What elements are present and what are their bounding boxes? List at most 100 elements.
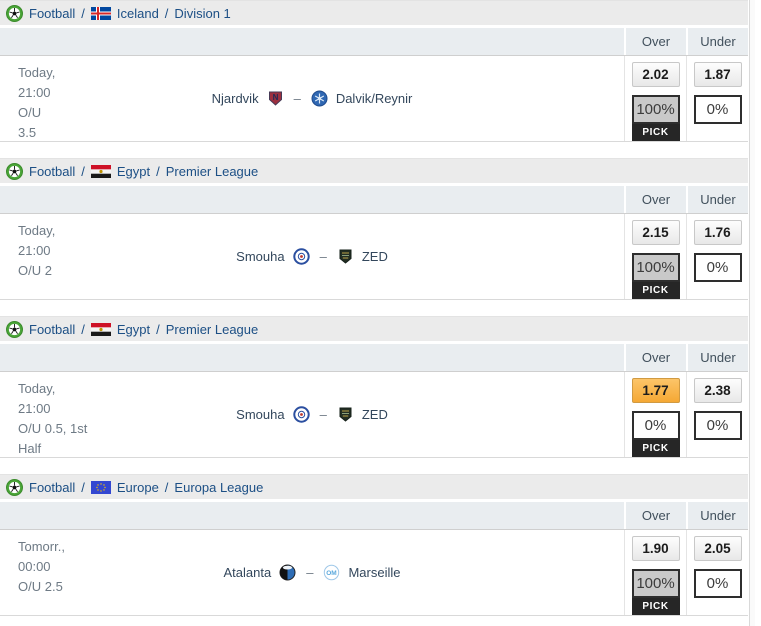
under-odd-button[interactable]: 2.05: [693, 536, 742, 561]
under-odd-button[interactable]: 1.87: [693, 62, 742, 87]
pick-tag: PICK: [631, 598, 680, 615]
breadcrumb-league[interactable]: Division 1: [174, 5, 231, 21]
over-odd-button[interactable]: 1.77: [631, 378, 680, 403]
match-info: Today, 21:00 O/U 2: [18, 221, 88, 281]
match-row: Today, 21:00 O/U 0.5, 1st Half Smouha – …: [0, 372, 748, 458]
vs-dash: –: [319, 407, 327, 422]
over-column-header: Over: [624, 186, 686, 213]
smouha-crest: [292, 248, 310, 265]
odds-header-row: Over Under: [0, 186, 748, 214]
breadcrumb-country[interactable]: Europe: [116, 479, 159, 495]
breadcrumb-league[interactable]: Premier League: [165, 163, 259, 179]
over-cell: 2.02 100% PICK: [624, 56, 686, 141]
under-column-header: Under: [686, 28, 748, 55]
breadcrumb-country[interactable]: Egypt: [116, 163, 151, 179]
breadcrumb-separator: /: [156, 163, 160, 179]
over-pick-percent[interactable]: 100%: [631, 95, 680, 124]
under-cell: 2.38 0%: [686, 372, 748, 457]
egypt-flag: [90, 322, 111, 336]
football-icon: [6, 478, 23, 496]
odds-header-row: Over Under: [0, 344, 748, 372]
away-team-name: Dalvik/Reynir: [335, 91, 413, 106]
match-market: Half: [18, 441, 42, 456]
teams[interactable]: Njardvik – Dalvik/Reynir: [212, 90, 413, 107]
over-pick-percent[interactable]: 100%: [631, 253, 680, 282]
odds-table: Over Under Today, 21:00 O/U 3.5 Njardvik…: [0, 28, 748, 142]
zed-crest: [337, 406, 354, 423]
match-market: O/U: [18, 105, 42, 120]
football-icon: [6, 162, 23, 180]
over-cell: 1.90 100% PICK: [624, 530, 686, 615]
breadcrumb-sport[interactable]: Football: [29, 5, 76, 21]
over-odd-button[interactable]: 2.02: [631, 62, 680, 87]
odds-table: Over Under Today, 21:00 O/U 2 Smouha –: [0, 186, 748, 300]
breadcrumb-sport[interactable]: Football: [29, 163, 76, 179]
under-pick-percent[interactable]: 0%: [693, 95, 742, 124]
zed-crest: [337, 248, 354, 265]
scrollbar[interactable]: [749, 0, 755, 626]
over-pick-percent[interactable]: 100%: [631, 569, 680, 598]
under-column-header: Under: [686, 186, 748, 213]
match-time: 21:00: [18, 85, 51, 100]
breadcrumb-country[interactable]: Iceland: [116, 5, 159, 21]
breadcrumb-sport[interactable]: Football: [29, 479, 76, 495]
match-info: Today, 21:00 O/U 3.5: [18, 63, 88, 143]
breadcrumb: Football / Egypt / Premier League: [0, 158, 748, 183]
match-section: Football / Egypt / Premier League Over U…: [0, 316, 748, 458]
teams[interactable]: Smouha – ZED: [236, 406, 388, 423]
breadcrumb-country[interactable]: Egypt: [116, 321, 151, 337]
match-section: Football / Egypt / Premier League Over U…: [0, 158, 748, 300]
home-team-name: Smouha: [236, 407, 285, 422]
odds-header-row: Over Under: [0, 502, 748, 530]
odds-table: Over Under Today, 21:00 O/U 0.5, 1st Hal…: [0, 344, 748, 458]
under-pick-percent[interactable]: 0%: [693, 569, 742, 598]
match-cell: Today, 21:00 O/U 2 Smouha – ZED: [0, 214, 624, 299]
home-team-name: Atalanta: [223, 565, 272, 580]
over-pick-percent[interactable]: 0%: [631, 411, 680, 440]
match-row: Today, 21:00 O/U 3.5 Njardvik – Dalvik/R…: [0, 56, 748, 142]
njardvik-crest: [267, 90, 284, 107]
over-cell: 2.15 100% PICK: [624, 214, 686, 299]
breadcrumb-sport[interactable]: Football: [29, 321, 76, 337]
teams[interactable]: Smouha – ZED: [236, 248, 388, 265]
home-team-name: Smouha: [236, 249, 285, 264]
under-cell: 1.76 0%: [686, 214, 748, 299]
breadcrumb-separator: /: [164, 5, 169, 21]
vs-dash: –: [306, 565, 314, 580]
breadcrumb: Football / Iceland / Division 1: [0, 0, 748, 25]
football-icon: [6, 4, 23, 22]
over-odd-button[interactable]: 2.15: [631, 220, 680, 245]
match-row: Today, 21:00 O/U 2 Smouha – ZED 2.15 100…: [0, 214, 748, 300]
match-info: Tomorr., 00:00 O/U 2.5: [18, 537, 88, 597]
breadcrumb-separator: /: [164, 479, 169, 495]
match-time: 21:00: [18, 401, 51, 416]
under-column-header: Under: [686, 502, 748, 529]
over-cell: 1.77 0% PICK: [624, 372, 686, 457]
breadcrumb-league[interactable]: Premier League: [165, 321, 259, 337]
under-cell: 2.05 0%: [686, 530, 748, 615]
match-market: O/U 2: [18, 263, 52, 278]
under-pick-percent[interactable]: 0%: [693, 411, 742, 440]
vs-dash: –: [319, 249, 327, 264]
under-pick-percent[interactable]: 0%: [693, 253, 742, 282]
under-odd-button[interactable]: 1.76: [693, 220, 742, 245]
pick-tag: PICK: [631, 440, 680, 457]
breadcrumb-league[interactable]: Europa League: [174, 479, 264, 495]
breadcrumb: Football / Egypt / Premier League: [0, 316, 748, 341]
away-team-name: ZED: [361, 249, 388, 264]
match-section: Football / Europe / Europa League Over U…: [0, 474, 748, 616]
over-column-header: Over: [624, 502, 686, 529]
under-odd-button[interactable]: 2.38: [693, 378, 742, 403]
marseille-crest: [323, 564, 340, 581]
breadcrumb-separator: /: [156, 321, 160, 337]
match-market: 3.5: [18, 125, 37, 140]
match-market: O/U 2.5: [18, 579, 63, 594]
breadcrumb-separator: /: [81, 5, 85, 21]
match-info: Today, 21:00 O/U 0.5, 1st Half: [18, 379, 88, 459]
over-odd-button[interactable]: 1.90: [631, 536, 680, 561]
match-date: Today,: [18, 381, 56, 396]
teams[interactable]: Atalanta – Marseille: [223, 564, 400, 581]
match-date: Today,: [18, 223, 56, 238]
away-team-name: ZED: [361, 407, 388, 422]
